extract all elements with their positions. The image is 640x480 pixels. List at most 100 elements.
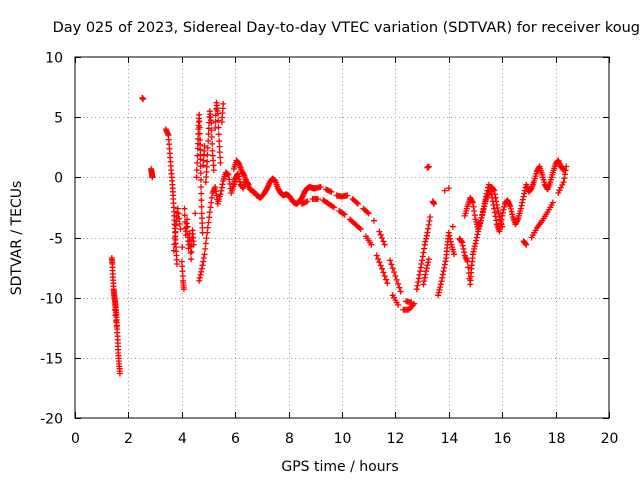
data-point-interp — [396, 284, 403, 291]
data-point — [563, 163, 570, 170]
data-point-interp — [364, 209, 371, 216]
x-tick-label: 10 — [334, 431, 352, 447]
data-points — [108, 94, 570, 377]
data-point — [425, 163, 432, 170]
data-point-interp — [425, 225, 432, 232]
data-point-interp — [395, 280, 402, 287]
data-point-interp — [437, 284, 444, 291]
x-tick-label: 16 — [494, 431, 512, 447]
data-point — [560, 179, 567, 186]
data-point-interp — [187, 249, 194, 256]
data-point-interp — [556, 187, 563, 194]
data-point-interp — [470, 248, 477, 255]
data-point — [344, 192, 351, 199]
data-point-interp — [388, 261, 395, 268]
data-point — [202, 179, 209, 186]
data-point-interp — [196, 274, 203, 281]
data-point-interp — [417, 268, 424, 275]
data-point-interp — [414, 282, 421, 289]
data-point-interp — [356, 224, 363, 231]
data-point — [480, 206, 487, 213]
x-tick-label: 6 — [231, 431, 240, 447]
data-point — [210, 167, 217, 174]
data-point — [423, 268, 430, 275]
data-point — [116, 370, 123, 377]
data-point-interp — [213, 192, 220, 199]
data-point — [206, 209, 213, 216]
data-point-interp — [393, 276, 400, 283]
data-point-interp — [176, 221, 183, 227]
data-point-interp — [441, 261, 448, 268]
data-point-interp — [171, 235, 178, 242]
data-point-interp — [202, 245, 209, 252]
data-point — [395, 301, 402, 308]
data-point-interp — [424, 262, 431, 269]
data-point-interp — [219, 181, 226, 188]
data-point-interp — [377, 262, 384, 269]
data-point-interp — [380, 269, 387, 276]
data-point — [204, 229, 211, 236]
data-point — [184, 216, 191, 223]
data-point — [225, 171, 232, 178]
data-point — [459, 239, 466, 246]
data-point — [477, 217, 484, 224]
data-point — [365, 210, 372, 217]
data-point-interp — [379, 235, 385, 242]
data-point — [499, 212, 506, 219]
data-point — [392, 273, 399, 279]
data-point-interp — [377, 231, 384, 238]
data-point-interp — [208, 134, 215, 140]
data-point-interp — [181, 212, 188, 219]
data-point-interp — [492, 213, 499, 220]
data-point-interp — [215, 131, 222, 138]
data-point-interp — [188, 248, 195, 255]
data-point — [217, 159, 224, 166]
data-point — [469, 251, 476, 258]
data-point-interp — [391, 269, 398, 276]
y-tick-label: 5 — [54, 111, 63, 127]
data-point-interp — [489, 194, 496, 201]
data-point — [317, 184, 324, 190]
data-point — [437, 281, 444, 288]
data-point — [488, 191, 495, 198]
data-point — [420, 281, 427, 288]
data-point-interp — [196, 118, 203, 125]
data-point-interp — [216, 143, 223, 150]
data-point-interp — [194, 152, 201, 159]
data-point — [355, 200, 361, 207]
data-point-interp — [206, 214, 213, 221]
data-point — [180, 286, 187, 293]
data-point-interp — [421, 278, 428, 285]
data-point-interp — [197, 170, 204, 177]
data-point — [198, 265, 205, 272]
data-point — [149, 174, 156, 181]
data-point-interp — [236, 176, 243, 183]
data-point — [188, 256, 195, 263]
x-tick-label: 8 — [285, 431, 294, 447]
data-point — [112, 306, 118, 313]
data-point-interp — [559, 181, 566, 188]
data-point — [114, 329, 121, 336]
data-point-interp — [197, 177, 204, 183]
data-point-interp — [425, 259, 432, 266]
data-point-interp — [353, 199, 360, 206]
data-point — [431, 200, 438, 207]
data-point — [148, 168, 155, 175]
data-point-interp — [202, 240, 209, 247]
data-point-interp — [203, 235, 210, 242]
data-point-interp — [422, 271, 429, 278]
y-axis: -20 -15 -10 -5 0 5 10 — [40, 51, 609, 428]
data-point — [341, 211, 348, 218]
data-point-interp — [501, 203, 508, 210]
data-point-interp — [217, 154, 224, 161]
data-point-interp — [380, 238, 387, 245]
data-point — [201, 143, 208, 149]
data-point — [170, 247, 177, 254]
data-point — [379, 265, 385, 272]
data-point — [208, 120, 215, 127]
data-point-interp — [439, 274, 446, 281]
data-point-interp — [497, 224, 504, 231]
data-point-interp — [215, 124, 222, 131]
data-point-interp — [113, 318, 120, 325]
data-point — [198, 184, 204, 190]
